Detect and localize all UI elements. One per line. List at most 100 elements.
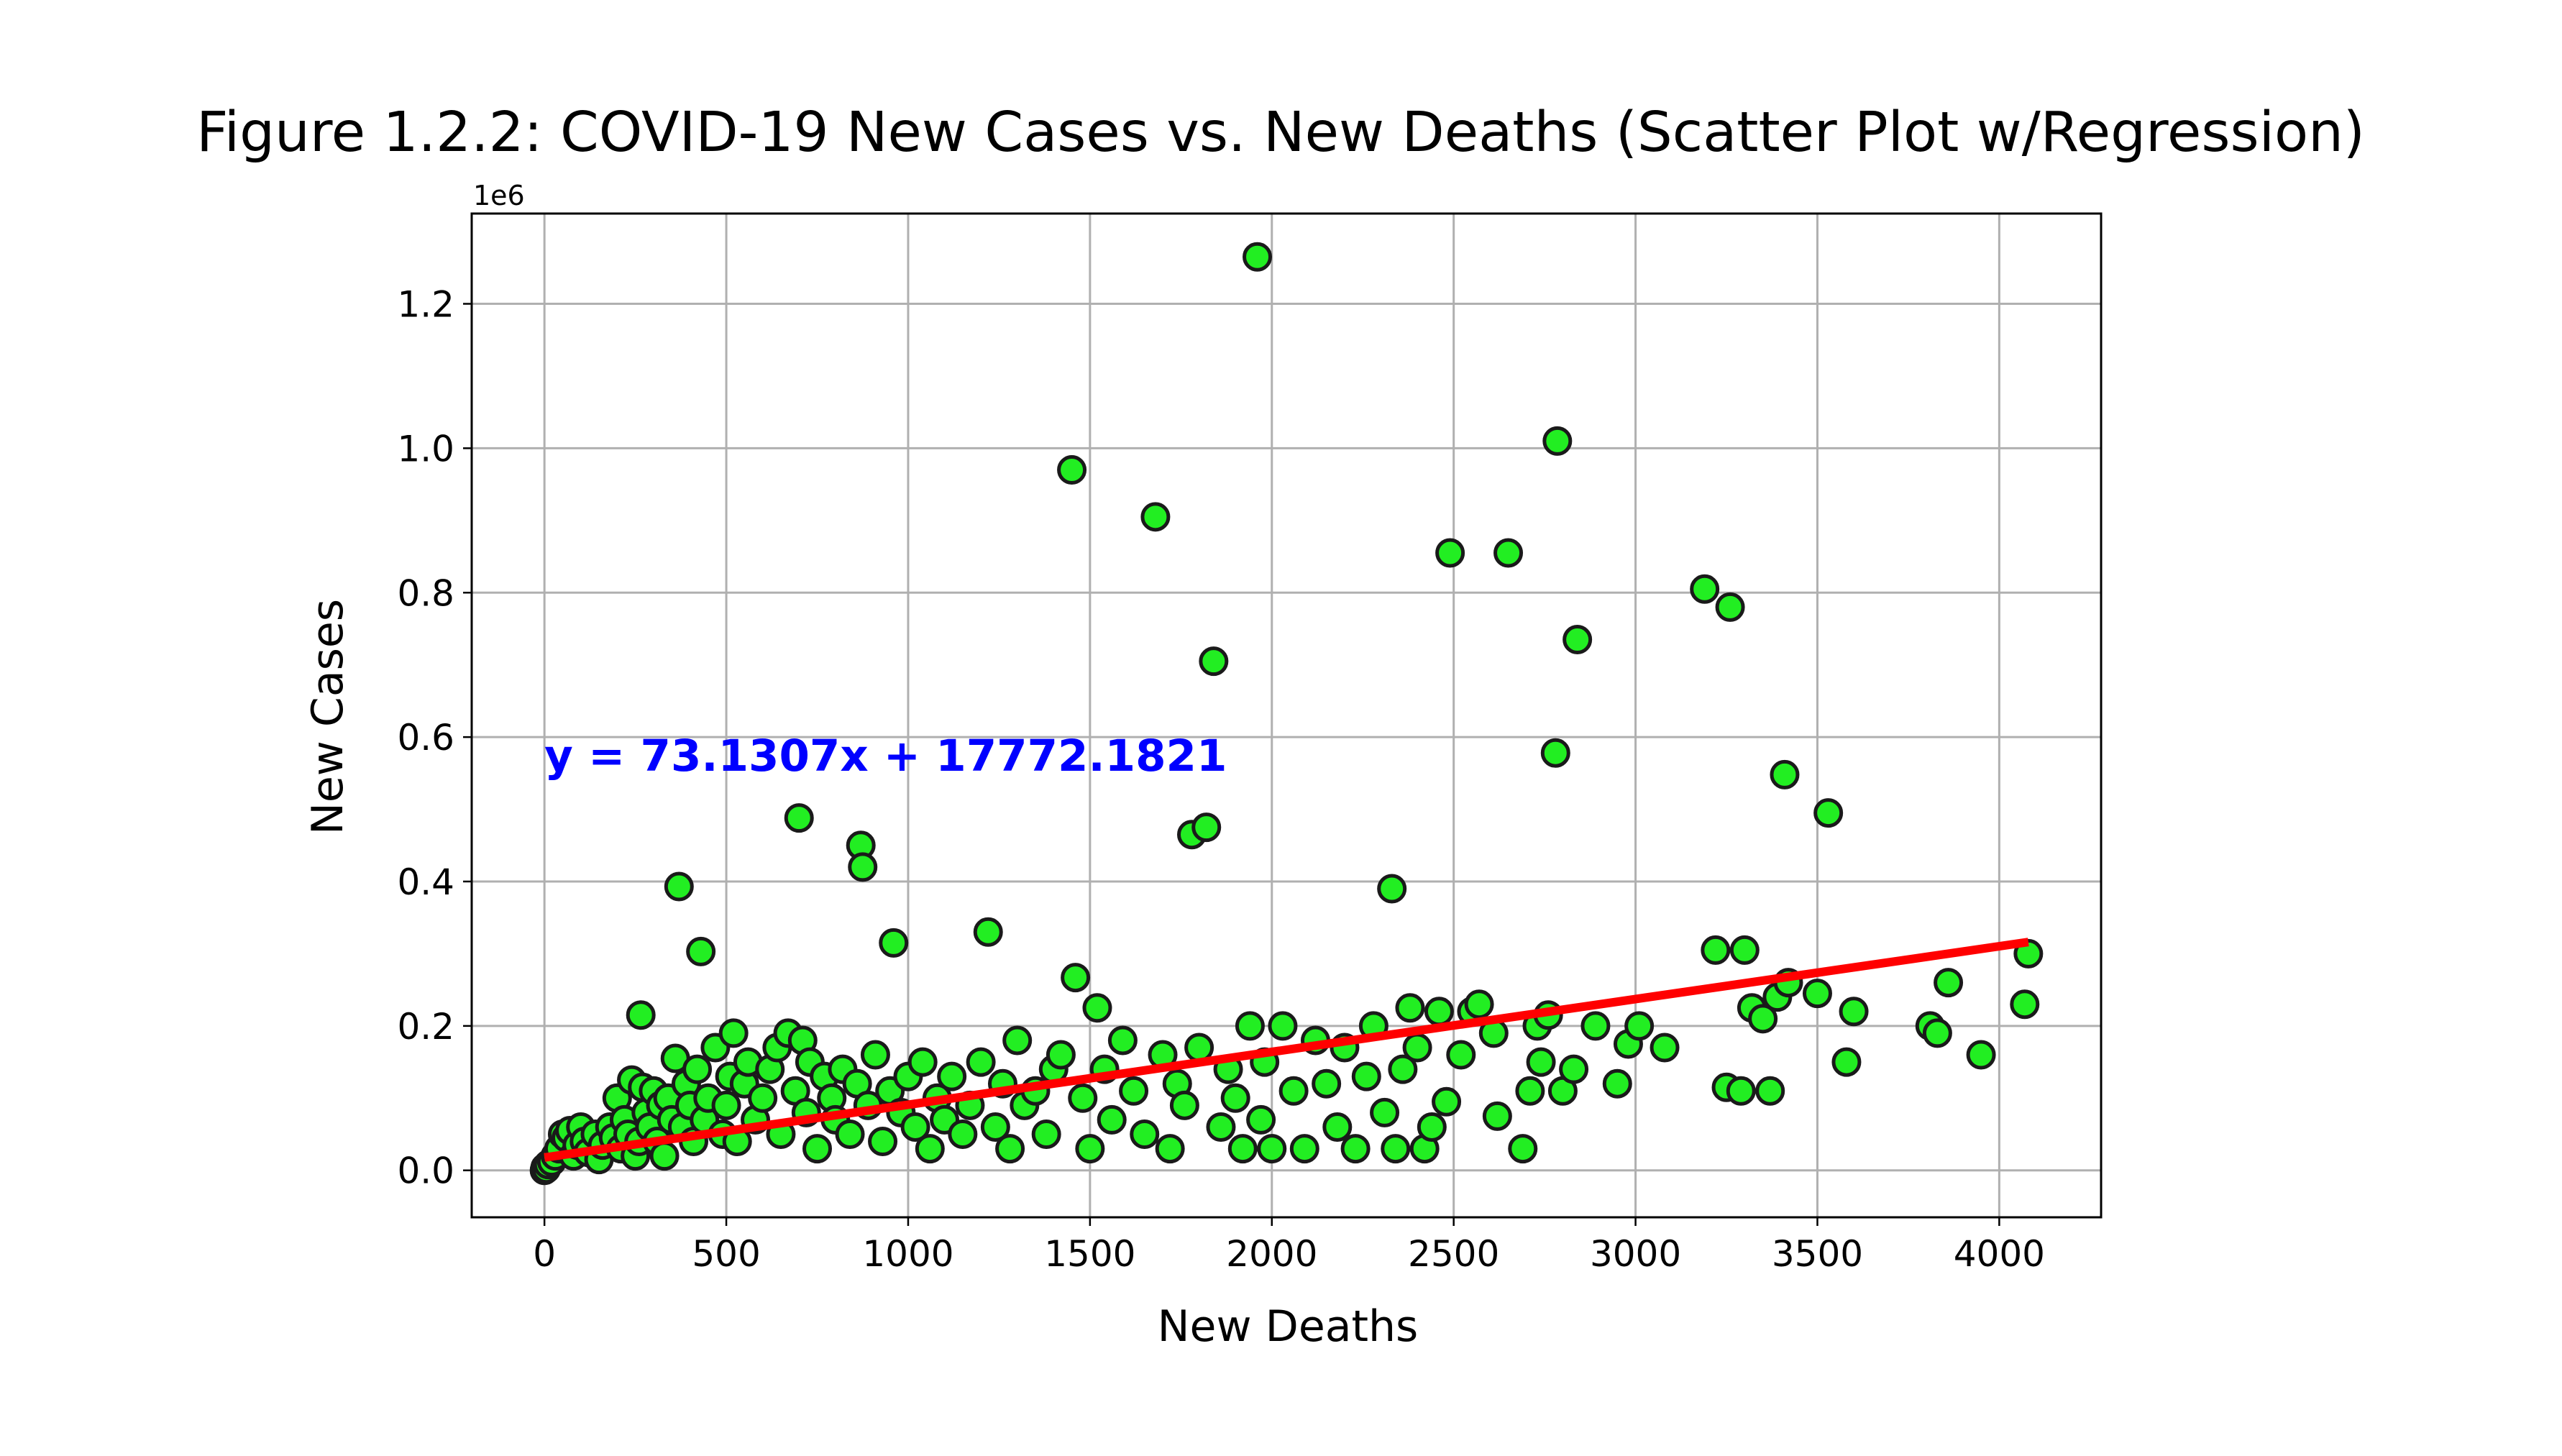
data-point xyxy=(1839,997,1869,1027)
plot-frame xyxy=(470,212,2103,1219)
data-point xyxy=(1493,538,1524,568)
data-point xyxy=(1191,812,1222,843)
data-point xyxy=(1715,592,1745,622)
data-point xyxy=(1922,1018,1952,1048)
data-point xyxy=(1220,1083,1250,1113)
data-point xyxy=(860,1040,890,1070)
data-point xyxy=(1540,738,1570,768)
data-point xyxy=(649,1141,680,1171)
data-point xyxy=(1097,1104,1127,1135)
data-point xyxy=(1802,979,1832,1009)
x-ticks: 0 500 1000 1500 2000 2500 3000 3500 4000 xyxy=(533,1217,2045,1275)
y-tick-label: 0.8 xyxy=(397,572,454,614)
data-point xyxy=(1031,1120,1061,1150)
data-point xyxy=(980,1112,1010,1142)
y-axis-label: New Cases xyxy=(303,599,353,835)
data-point xyxy=(879,928,909,958)
data-point xyxy=(1312,1068,1342,1099)
data-point xyxy=(1508,1134,1538,1164)
data-point xyxy=(1966,1040,1996,1070)
data-point xyxy=(1130,1120,1160,1150)
data-point xyxy=(1075,1134,1105,1164)
data-point xyxy=(1934,968,1964,998)
data-point xyxy=(1729,935,1760,965)
data-point xyxy=(835,1120,865,1150)
x-tick-label: 2500 xyxy=(1408,1233,1499,1275)
data-points xyxy=(529,242,2044,1186)
data-point xyxy=(1381,1134,1411,1164)
data-point xyxy=(1057,455,1087,485)
data-point xyxy=(626,1000,656,1030)
data-point xyxy=(664,871,694,902)
data-point xyxy=(1199,646,1229,677)
regression-group xyxy=(544,938,2029,1162)
data-point xyxy=(1432,1086,1462,1117)
x-axis-label: New Deaths xyxy=(1158,1301,1419,1352)
data-point xyxy=(966,1047,996,1077)
data-point xyxy=(682,1054,713,1084)
data-point xyxy=(1388,1054,1418,1084)
data-point xyxy=(1726,1076,1756,1106)
data-point xyxy=(995,1134,1025,1164)
data-point xyxy=(848,852,878,882)
data-point xyxy=(1278,1076,1309,1106)
data-point xyxy=(784,803,814,833)
data-point xyxy=(1340,1134,1371,1164)
data-point xyxy=(1602,1068,1632,1099)
equation-label: y = 73.1307x + 17772.1821 xyxy=(544,731,1227,782)
data-point xyxy=(1559,1054,1589,1084)
data-point xyxy=(1813,798,1844,828)
data-point xyxy=(1268,1011,1298,1041)
data-point xyxy=(711,1090,741,1120)
regression-line xyxy=(544,938,2029,1162)
data-point xyxy=(937,1061,967,1091)
x-tick-label: 500 xyxy=(692,1233,760,1275)
data-point xyxy=(1395,993,1425,1023)
data-point xyxy=(1243,242,1273,272)
data-point xyxy=(1624,1011,1655,1041)
data-point xyxy=(1046,1040,1076,1070)
data-point xyxy=(1155,1134,1185,1164)
y-offset-label: 1e6 xyxy=(473,180,525,211)
data-point xyxy=(1289,1134,1319,1164)
data-point xyxy=(1184,1033,1214,1063)
data-point xyxy=(1748,1004,1778,1034)
data-point xyxy=(1542,426,1573,456)
chart-title: Figure 1.2.2: COVID-19 New Cases vs. New… xyxy=(196,101,2365,165)
data-point xyxy=(1515,1076,1545,1106)
data-point xyxy=(1140,502,1171,532)
data-point xyxy=(1402,1033,1432,1063)
y-ticks: 0.0 0.2 0.4 0.6 0.8 1.0 1.2 xyxy=(397,284,472,1192)
data-point xyxy=(748,1083,778,1113)
x-tick-label: 0 xyxy=(533,1233,556,1275)
y-tick-label: 0.0 xyxy=(397,1150,454,1192)
data-point xyxy=(1246,1104,1276,1135)
data-point xyxy=(1755,1076,1785,1106)
y-tick-label: 1.2 xyxy=(397,284,454,326)
data-point xyxy=(1351,1061,1381,1091)
data-point xyxy=(973,917,1003,947)
data-point xyxy=(1464,989,1494,1020)
data-point xyxy=(686,936,716,966)
data-point xyxy=(1526,1047,1556,1077)
data-point xyxy=(1650,1033,1680,1063)
data-point xyxy=(915,1134,945,1164)
data-point xyxy=(1701,935,1731,965)
x-tick-label: 1500 xyxy=(1044,1233,1135,1275)
data-point xyxy=(1107,1025,1138,1056)
data-point xyxy=(1690,574,1720,604)
data-point xyxy=(1580,1011,1611,1041)
data-point xyxy=(1002,1025,1033,1056)
data-point xyxy=(718,1018,749,1048)
data-point xyxy=(1563,625,1593,655)
data-point xyxy=(868,1127,898,1157)
data-point xyxy=(802,1134,833,1164)
data-point xyxy=(1082,993,1112,1023)
y-tick-label: 0.6 xyxy=(397,717,454,759)
data-point xyxy=(1370,1097,1400,1127)
data-point xyxy=(1227,1134,1258,1164)
data-point xyxy=(1169,1090,1199,1120)
x-tick-label: 3500 xyxy=(1772,1233,1863,1275)
data-point xyxy=(1435,538,1465,568)
